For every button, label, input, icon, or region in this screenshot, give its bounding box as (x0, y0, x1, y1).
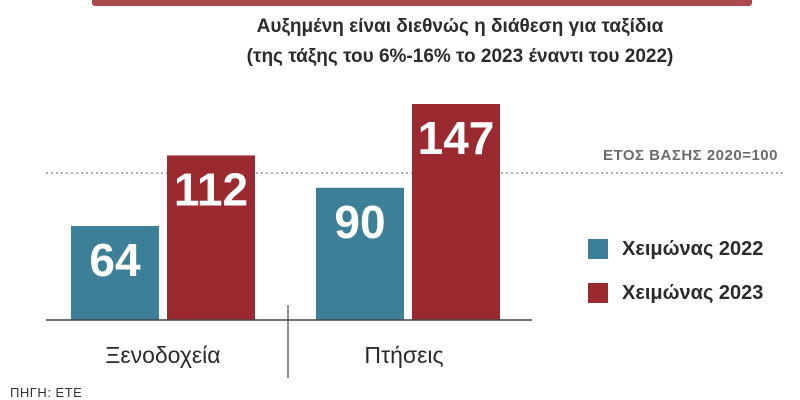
plot-area: 64 112 90 147 Ξενοδοχεία Πτήσεις (46, 104, 784, 378)
category-label-0: Ξενοδοχεία (105, 342, 220, 368)
source-note: ΠΗΓΗ: ΕΤΕ (10, 385, 83, 400)
bar-value-label-1-0: 90 (334, 196, 385, 248)
legend-item-2022: Χειμώνας 2022 (588, 234, 763, 264)
legend-swatch-2022 (588, 239, 608, 259)
bar-0-0 (71, 225, 159, 320)
bar-1-0 (316, 187, 404, 320)
legend-swatch-2023 (588, 283, 608, 303)
baseline-label: ΕΤΟΣ ΒΑΣΗΣ 2020=100 (602, 147, 778, 164)
title-sliver (92, 0, 752, 6)
bar-value-label-1-1: 147 (418, 112, 495, 164)
category-label-1: Πτήσεις (364, 342, 443, 368)
subtitle-line-2: (της τάξης του 6%-16% το 2023 έναντι του… (246, 46, 674, 67)
bar-value-label-0-0: 64 (89, 234, 141, 286)
subtitle-line-1: Αυξημένη είναι διεθνώς η διάθεση για ταξ… (256, 16, 664, 37)
legend-item-2023: Χειμώνας 2023 (588, 278, 763, 308)
bar-0-1 (167, 155, 255, 320)
legend-label-2022: Χειμώνας 2022 (622, 237, 764, 260)
bar-1-1 (412, 104, 500, 320)
bar-value-label-0-1: 112 (174, 163, 248, 215)
legend-label-2023: Χειμώνας 2023 (622, 281, 764, 304)
legend: Χειμώνας 2022 Χειμώνας 2023 (588, 234, 763, 322)
